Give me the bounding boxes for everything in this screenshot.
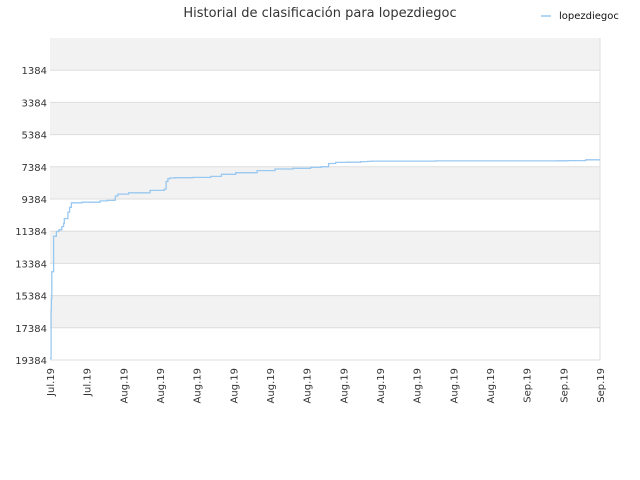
x-tick-label: Aug.19 (156, 368, 167, 403)
y-tick-label: 9384 (22, 195, 47, 206)
x-tick-label: Aug.19 (339, 368, 350, 403)
legend-label: lopezdiegoc (559, 11, 619, 22)
plot-band (50, 295, 600, 328)
x-tick-label: Jul.19 (83, 368, 94, 397)
chart-title: Historial de clasificación para lopezdie… (183, 6, 456, 21)
x-tick-label: Aug.19 (486, 368, 497, 403)
x-axis: Jul.19 Jul.19 Aug.19 Aug.19 Aug.19 Aug.19 Aug.… (46, 368, 607, 403)
y-axis: 1384 3384 5384 7384 9384 11384 13384 15384 17384… (15, 66, 47, 367)
x-tick-label: Aug.19 (119, 368, 130, 403)
plot-band (50, 38, 600, 71)
y-tick-label: 5384 (22, 131, 47, 142)
x-tick-label: Sep.19 (559, 368, 570, 403)
plot-band (50, 263, 600, 296)
y-tick-label: 13384 (15, 259, 47, 270)
x-tick-label: Aug.19 (376, 368, 387, 403)
plot-band (50, 231, 600, 264)
plot-band (50, 134, 600, 167)
x-tick-label: Sep.19 (596, 368, 607, 403)
x-tick-label: Sep.19 (523, 368, 534, 403)
plot-band (50, 102, 600, 135)
plot-background (50, 38, 600, 360)
plot-band (50, 70, 600, 103)
x-tick-label: Aug.19 (303, 368, 314, 403)
y-tick-label: 19384 (15, 356, 47, 367)
x-tick-label: Aug.19 (266, 368, 277, 403)
x-tick-label: Jul.19 (46, 368, 57, 397)
plot-band (50, 166, 600, 199)
y-tick-label: 17384 (15, 324, 47, 335)
legend: lopezdiegoc (541, 11, 619, 22)
gridlines (50, 38, 601, 361)
x-tick-label: Aug.19 (229, 368, 240, 403)
x-tick-label: Aug.19 (193, 368, 204, 403)
y-tick-label: 15384 (15, 292, 47, 303)
series-lopezdiegoc (50, 159, 600, 360)
y-tick-label: 1384 (22, 66, 47, 77)
x-tick-label: Aug.19 (413, 368, 424, 403)
y-tick-label: 3384 (22, 98, 47, 109)
y-tick-label: 7384 (22, 163, 47, 174)
plot-band (50, 199, 600, 232)
plot-band (50, 327, 600, 360)
x-tick-label: Aug.19 (449, 368, 460, 403)
series-line (50, 159, 600, 360)
y-tick-label: 11384 (15, 227, 47, 238)
